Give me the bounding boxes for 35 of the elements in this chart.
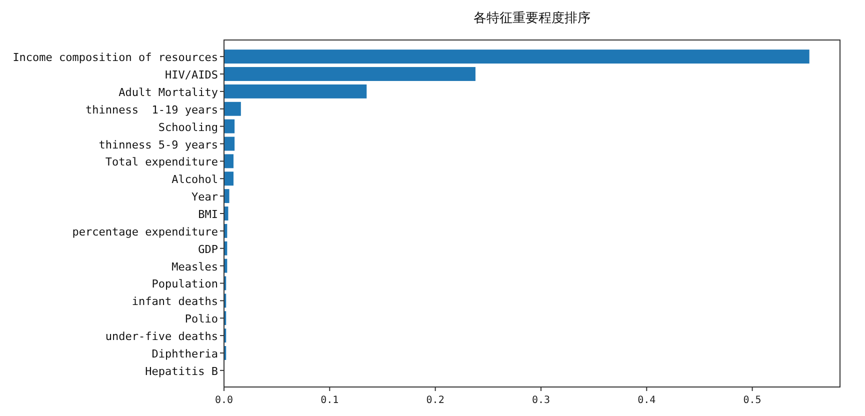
y-tick-label: BMI xyxy=(198,208,218,221)
x-tick-label: 0.1 xyxy=(320,395,339,406)
y-tick-label: Hepatitis B xyxy=(145,364,218,378)
y-tick-label: Total expenditure xyxy=(105,156,218,169)
bar xyxy=(224,67,476,81)
chart-title: 各特征重要程度排序 xyxy=(474,10,590,26)
bar xyxy=(224,50,810,64)
y-tick-label: Alcohol xyxy=(172,173,218,186)
y-tick-label: thinness 5-9 years xyxy=(98,138,218,152)
y-tick-label: Polio xyxy=(184,312,218,326)
y-tick-label: under-five deaths xyxy=(105,330,218,344)
y-tick-label: percentage expenditure xyxy=(72,225,218,238)
bar xyxy=(224,102,241,116)
y-tick-label: thinness 1-19 years xyxy=(86,103,218,116)
y-tick-label: Schooling xyxy=(158,120,218,134)
y-tick-label: infant deaths xyxy=(132,295,218,308)
y-tick-label: Adult Mortality xyxy=(118,86,218,99)
x-tick-label: 0.2 xyxy=(426,395,444,406)
y-tick-label: GDP xyxy=(198,242,218,256)
bar xyxy=(224,84,367,98)
y-tick-label: Diphtheria xyxy=(152,347,218,360)
x-tick-label: 0.5 xyxy=(743,395,762,406)
y-tick-label: Income composition of resources xyxy=(12,51,218,64)
x-tick-label: 0.0 xyxy=(214,395,234,406)
y-tick-label: HIV/AIDS xyxy=(165,68,218,82)
bar xyxy=(224,136,235,151)
y-tick-label: Population xyxy=(152,278,218,291)
y-tick-label: Measles xyxy=(172,260,218,274)
x-tick-label: 0.3 xyxy=(532,395,550,406)
x-tick-label: 0.4 xyxy=(638,395,656,406)
bar xyxy=(224,119,235,134)
bar xyxy=(224,172,234,186)
y-tick-label: Year xyxy=(192,190,218,204)
bar xyxy=(224,189,230,204)
bar xyxy=(224,154,234,168)
